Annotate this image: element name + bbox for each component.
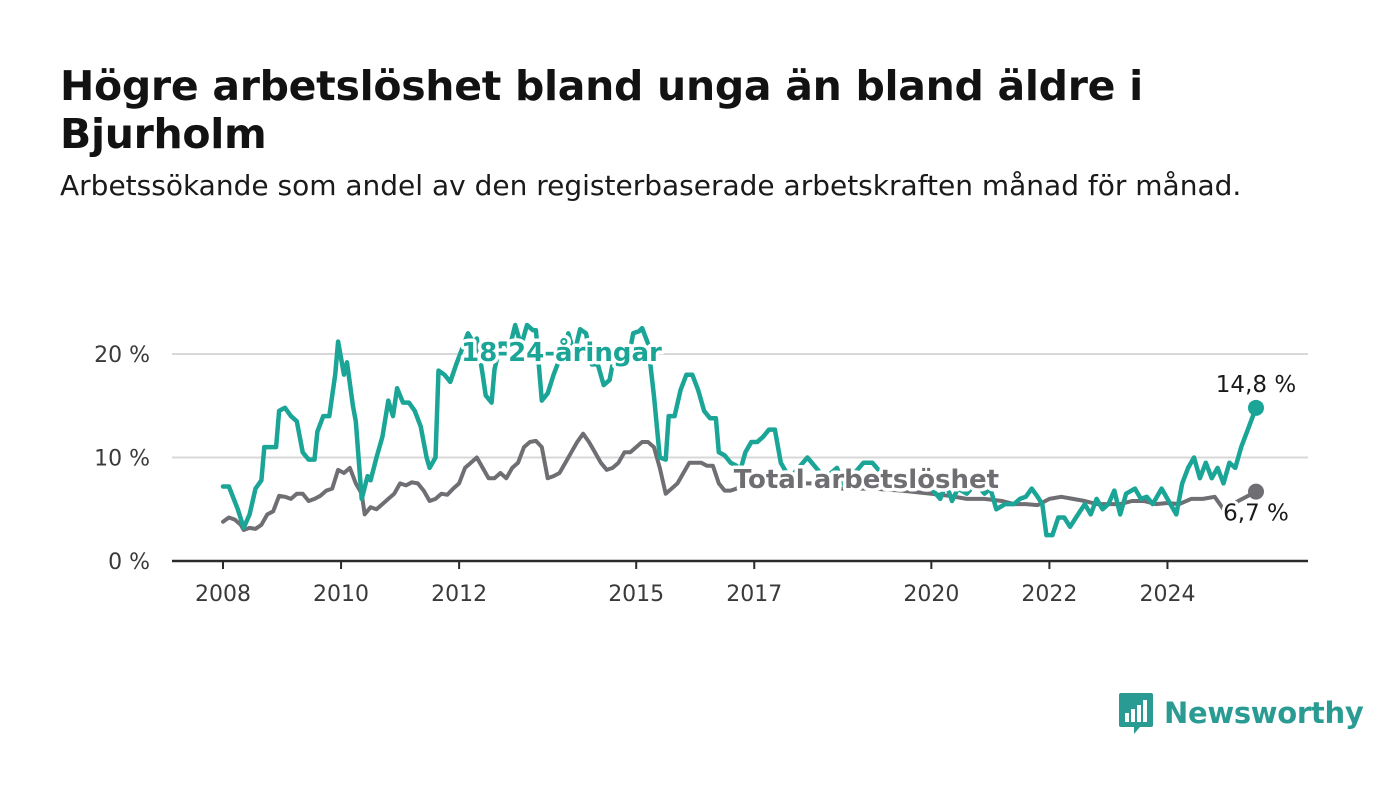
end-dot-youth [1248, 399, 1264, 416]
chart-subtitle: Arbetssökande som andel av den registerb… [60, 169, 1242, 202]
y-tick-label: 0 % [108, 550, 150, 575]
x-tick-label: 2017 [726, 582, 782, 607]
end-value-total: 6,7 % [1223, 501, 1289, 527]
x-tick-label: 2012 [431, 582, 487, 607]
series-label-total: Total arbetslöshet [734, 465, 999, 495]
y-tick-label: 10 % [94, 447, 150, 472]
x-tick-label: 2024 [1139, 582, 1195, 607]
x-tick-label: 2008 [195, 582, 251, 607]
x-tick-label: 2022 [1021, 582, 1077, 607]
series-lines [220, 322, 1259, 538]
x-tick-label: 2010 [313, 582, 369, 607]
newsworthy-logo[interactable]: Newsworthy [1118, 690, 1364, 736]
end-dot-total [1248, 483, 1264, 500]
bar-chart-speech-bubble-icon [1119, 693, 1153, 734]
x-tick-label: 2015 [608, 582, 664, 607]
series-label-youth: 18-24-åringar [461, 336, 662, 368]
axes: 0 % 10 % 20 % 2008 2010 2012 2015 2017 2020 2022 2… [94, 343, 1308, 607]
series-labels: 18-24-åringar Total arbetslöshet 14,8 % 6,7… [458, 333, 1300, 530]
x-tick-label: 2020 [903, 582, 959, 607]
y-tick-label: 20 % [94, 343, 150, 368]
gridlines [172, 353, 1308, 459]
series-line-youth [220, 322, 1259, 538]
end-value-youth: 14,8 % [1216, 372, 1296, 398]
chart-title: Högre arbetslöshet bland unga än bland ä… [60, 62, 1143, 158]
brand-name: Newsworthy [1164, 696, 1364, 730]
